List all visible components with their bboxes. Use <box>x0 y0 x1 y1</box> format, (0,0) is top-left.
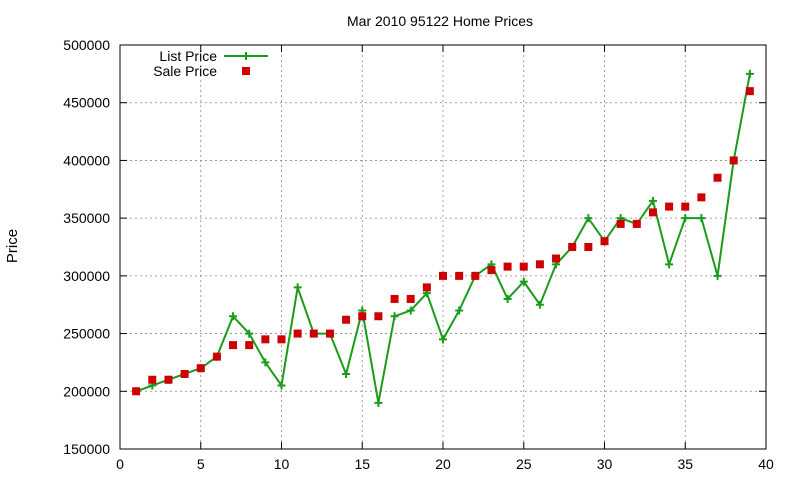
list-price-point <box>390 312 399 321</box>
sale-price-point <box>277 335 286 344</box>
x-tick-label: 35 <box>677 456 693 472</box>
y-tick-label: 200000 <box>63 383 110 399</box>
x-tick-label: 40 <box>758 456 774 472</box>
x-tick-label: 10 <box>274 456 290 472</box>
x-tick-label: 5 <box>197 456 205 472</box>
sale-price-point <box>406 294 415 303</box>
sale-price-point <box>455 271 464 280</box>
sale-price-point <box>487 266 496 275</box>
grid-lines <box>120 45 766 449</box>
series-layer <box>132 69 754 407</box>
sale-price-point <box>648 208 657 217</box>
sale-price-point <box>439 271 447 280</box>
y-axis-tick-labels: 150000 200000 250000 300000 350000 400000 4500… <box>63 37 110 457</box>
legend-swatch-list-price-marker <box>242 52 250 60</box>
sale-price-point <box>342 315 351 324</box>
sale-price-point <box>568 243 577 251</box>
x-tick-label: 0 <box>116 456 124 472</box>
sale-price-point <box>422 283 431 292</box>
sale-price-point <box>212 352 221 361</box>
legend-label-sale-price: Sale Price <box>153 63 217 79</box>
sale-price-point <box>148 375 157 384</box>
list-price-point <box>713 271 722 280</box>
legend-label-list-price: List Price <box>159 48 217 64</box>
sale-price-point <box>358 312 367 321</box>
sale-price-point <box>471 271 480 280</box>
sale-price-point <box>164 375 173 384</box>
x-tick-label: 30 <box>597 456 613 472</box>
sale-price-point <box>745 87 754 96</box>
y-tick-label: 250000 <box>63 326 110 342</box>
x-tick-label: 15 <box>354 456 370 472</box>
list-price-point <box>503 294 512 303</box>
sale-price-point <box>729 156 738 165</box>
sale-price-point <box>390 294 399 303</box>
y-tick-label: 400000 <box>63 152 110 168</box>
sale-price-point <box>681 202 690 211</box>
sale-price-point <box>293 329 302 338</box>
list-price-point <box>374 398 383 407</box>
list-price-point <box>745 69 754 78</box>
sale-price-point <box>584 243 593 251</box>
sale-price-point <box>697 193 706 202</box>
list-price-point <box>229 312 238 321</box>
y-tick-label: 150000 <box>63 441 110 457</box>
list-price-point <box>584 214 593 223</box>
list-price-point <box>455 306 464 315</box>
x-tick-label: 25 <box>516 456 532 472</box>
sale-price-point <box>665 202 674 211</box>
legend-swatches <box>224 52 268 75</box>
sale-price-point <box>196 364 205 373</box>
axis-ticks <box>119 44 767 450</box>
sale-price-point <box>309 329 318 338</box>
list-price-point <box>261 358 270 367</box>
list-price-point <box>648 196 657 205</box>
sale-price-point <box>503 262 512 271</box>
sale-price-point <box>132 387 141 396</box>
y-axis-title: Price <box>4 229 21 263</box>
y-tick-label: 300000 <box>63 268 110 284</box>
sale-price-point <box>632 219 641 228</box>
sale-price-point <box>519 262 528 271</box>
sale-price-point <box>713 173 722 182</box>
legend: List Price Sale Price <box>153 48 268 79</box>
x-axis-tick-labels: 0 5 10 15 20 25 30 35 40 <box>116 456 774 472</box>
list-price-point <box>665 260 674 269</box>
y-tick-label: 500000 <box>63 37 110 53</box>
list-price-point <box>277 381 286 390</box>
list-price-point <box>245 329 254 338</box>
list-price-point <box>519 277 528 286</box>
sale-price-point <box>261 335 270 344</box>
sale-price-point <box>535 260 544 269</box>
list-price-line <box>135 73 751 404</box>
sale-price-point <box>325 329 334 338</box>
list-price-point <box>342 369 351 378</box>
y-tick-label: 350000 <box>63 210 110 226</box>
y-tick-label: 450000 <box>63 95 110 111</box>
chart-title: Mar 2010 95122 Home Prices <box>347 13 533 29</box>
sale-price-point <box>552 254 561 263</box>
list-price-point <box>535 300 544 309</box>
list-price-point <box>293 283 302 292</box>
list-price-point <box>406 306 415 315</box>
sale-price-point <box>600 237 609 246</box>
sale-price-point <box>229 341 238 350</box>
sale-price-point <box>374 312 383 321</box>
x-tick-label: 20 <box>435 456 451 472</box>
sale-price-point <box>245 341 254 350</box>
sale-price-point <box>616 219 625 228</box>
list-price-point <box>439 335 447 344</box>
legend-swatch-sale-price <box>242 67 250 75</box>
list-price-point <box>697 214 706 223</box>
sale-price-point <box>180 369 189 378</box>
list-price-point <box>681 214 690 223</box>
